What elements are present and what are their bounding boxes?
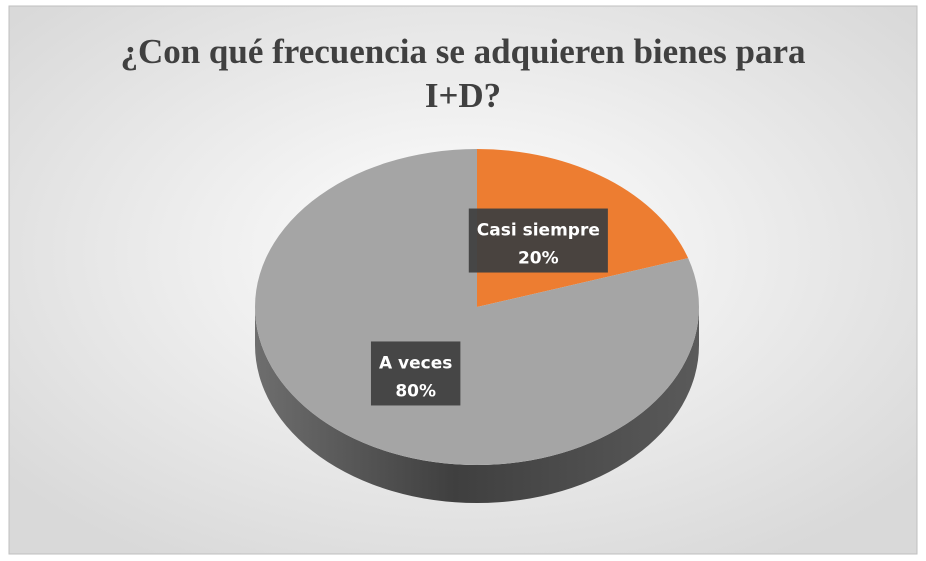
data-label-box [468, 208, 608, 273]
chart-title: ¿Con qué frecuencia se adquieren bienes … [120, 32, 806, 115]
data-label-value: 80% [395, 381, 436, 401]
pie-slice [255, 149, 699, 465]
data-label-box [370, 341, 461, 406]
data-label-category: Casi siempre [477, 221, 600, 241]
data-label-category: A veces [379, 353, 452, 373]
pie-side [255, 307, 699, 503]
data-label-value: 20% [518, 249, 559, 269]
